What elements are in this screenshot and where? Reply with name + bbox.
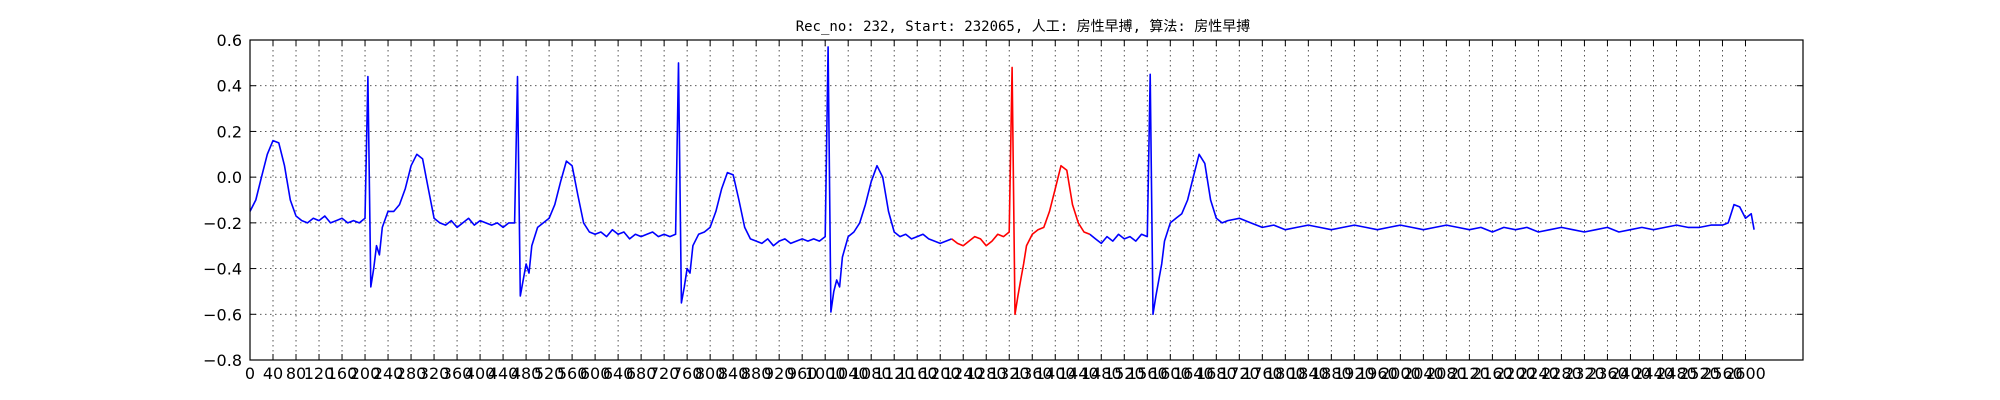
x-tick-label: 1200 bbox=[920, 364, 961, 383]
x-tick-label: 1440 bbox=[1058, 364, 1099, 383]
x-tick-label: 2280 bbox=[1541, 364, 1582, 383]
x-tick-label: 2480 bbox=[1656, 364, 1697, 383]
x-tick-label: 1840 bbox=[1288, 364, 1329, 383]
x-tick-label: 2120 bbox=[1449, 364, 1490, 383]
x-tick-label: 480 bbox=[511, 364, 542, 383]
x-tick-label: 1400 bbox=[1035, 364, 1076, 383]
chart-title: Rec_no: 232, Start: 232065, 人工: 房性早搏, 算法… bbox=[796, 18, 1251, 35]
y-tick-label: −0.6 bbox=[203, 305, 242, 324]
x-tick-label: 1480 bbox=[1081, 364, 1122, 383]
x-tick-label: 280 bbox=[396, 364, 427, 383]
series-line-3 bbox=[1089, 73, 1755, 316]
x-tick-label: 880 bbox=[741, 364, 772, 383]
x-tick-label: 840 bbox=[718, 364, 749, 383]
series-line-1 bbox=[249, 46, 952, 313]
x-tick-label: 1000 bbox=[805, 364, 846, 383]
x-tick-label: 2200 bbox=[1495, 364, 1536, 383]
x-tick-label: 800 bbox=[695, 364, 726, 383]
y-axis-tick-labels: 0.6 0.4 0.2 0.0 −0.2 −0.4 −0.6 −0.8 bbox=[203, 31, 242, 370]
x-tick-label: 1680 bbox=[1196, 364, 1237, 383]
y-tick-label: −0.8 bbox=[203, 351, 242, 370]
x-tick-label: 2400 bbox=[1610, 364, 1651, 383]
x-tick-label: 2360 bbox=[1587, 364, 1628, 383]
x-tick-label: 1360 bbox=[1012, 364, 1053, 383]
tick-marks bbox=[249, 39, 1803, 361]
x-tick-label: 640 bbox=[603, 364, 634, 383]
y-tick-label: 0.4 bbox=[217, 77, 242, 96]
x-tick-label: 2040 bbox=[1403, 364, 1444, 383]
x-tick-label: 320 bbox=[419, 364, 450, 383]
y-tick-label: 0.2 bbox=[217, 122, 242, 141]
x-tick-label: 80 bbox=[286, 364, 306, 383]
x-tick-label: 560 bbox=[557, 364, 588, 383]
x-tick-label: 1960 bbox=[1357, 364, 1398, 383]
x-tick-label: 1320 bbox=[989, 364, 1030, 383]
x-tick-label: 1920 bbox=[1334, 364, 1375, 383]
x-tick-label: 1160 bbox=[897, 364, 938, 383]
x-tick-label: 2560 bbox=[1702, 364, 1743, 383]
y-tick-label: 0.0 bbox=[217, 168, 242, 187]
x-tick-label: 1040 bbox=[828, 364, 869, 383]
x-tick-label: 760 bbox=[672, 364, 703, 383]
series-line-2 bbox=[951, 66, 1091, 316]
x-tick-label: 1800 bbox=[1265, 364, 1306, 383]
y-tick-label: −0.4 bbox=[203, 260, 242, 279]
x-tick-label: 240 bbox=[373, 364, 404, 383]
x-tick-label: 440 bbox=[488, 364, 519, 383]
x-tick-label: 1720 bbox=[1219, 364, 1260, 383]
x-tick-label: 1240 bbox=[943, 364, 984, 383]
x-tick-label: 2160 bbox=[1472, 364, 1513, 383]
x-tick-label: 40 bbox=[263, 364, 283, 383]
x-tick-label: 2000 bbox=[1380, 364, 1421, 383]
series-lines bbox=[249, 46, 1755, 316]
x-tick-label: 1880 bbox=[1311, 364, 1352, 383]
x-tick-label: 2080 bbox=[1426, 364, 1467, 383]
grid-lines bbox=[250, 40, 1803, 360]
x-tick-label: 1080 bbox=[851, 364, 892, 383]
x-tick-label: 1280 bbox=[966, 364, 1007, 383]
x-tick-label: 360 bbox=[442, 364, 473, 383]
x-tick-label: 2240 bbox=[1518, 364, 1559, 383]
x-tick-label: 160 bbox=[327, 364, 358, 383]
x-tick-label: 520 bbox=[534, 364, 565, 383]
x-tick-label: 920 bbox=[764, 364, 795, 383]
x-tick-label: 400 bbox=[465, 364, 496, 383]
x-tick-label: 120 bbox=[304, 364, 335, 383]
x-tick-label: 1120 bbox=[874, 364, 915, 383]
x-tick-label: 0 bbox=[245, 364, 255, 383]
x-tick-label: 960 bbox=[787, 364, 818, 383]
x-tick-label: 2600 bbox=[1725, 364, 1766, 383]
x-tick-label: 2440 bbox=[1633, 364, 1674, 383]
x-axis-tick-labels: 0 40 8012016020024028032036040044048052056… bbox=[245, 364, 1766, 383]
x-tick-label: 2520 bbox=[1679, 364, 1720, 383]
x-tick-label: 1760 bbox=[1242, 364, 1283, 383]
x-tick-label: 1560 bbox=[1127, 364, 1168, 383]
x-tick-label: 680 bbox=[626, 364, 657, 383]
x-tick-label: 600 bbox=[580, 364, 611, 383]
x-tick-label: 720 bbox=[649, 364, 680, 383]
y-tick-label: −0.2 bbox=[203, 214, 242, 233]
plot-area-frame bbox=[249, 39, 1804, 361]
y-tick-label: 0.6 bbox=[217, 31, 242, 50]
x-tick-label: 200 bbox=[350, 364, 381, 383]
x-tick-label: 1640 bbox=[1173, 364, 1214, 383]
x-tick-label: 2320 bbox=[1564, 364, 1605, 383]
x-tick-label: 1600 bbox=[1150, 364, 1191, 383]
x-tick-label: 1520 bbox=[1104, 364, 1145, 383]
